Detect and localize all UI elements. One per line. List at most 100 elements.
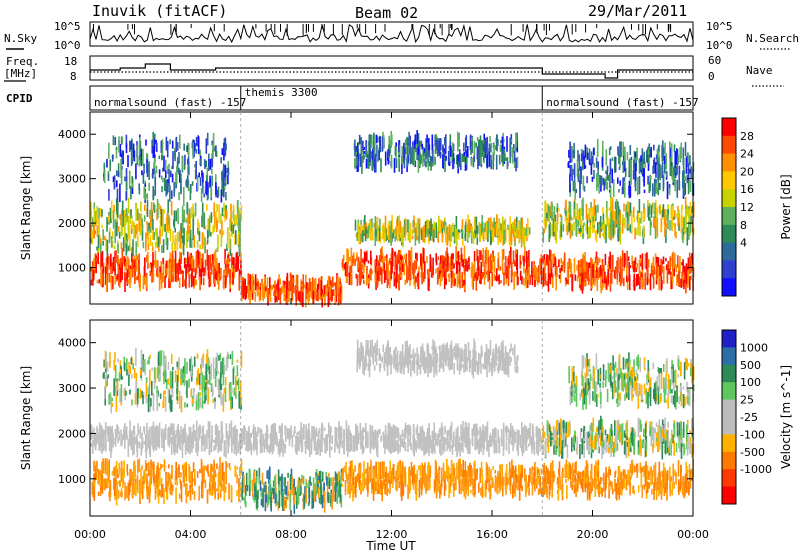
- data-point: [221, 180, 223, 196]
- data-point: [125, 212, 127, 225]
- data-point: [616, 478, 619, 486]
- data-point: [206, 239, 209, 244]
- data-point: [464, 461, 467, 475]
- data-point: [167, 472, 169, 486]
- data-point: [291, 274, 293, 292]
- data-point: [400, 233, 402, 238]
- data-point: [601, 260, 604, 274]
- data-point: [198, 251, 200, 265]
- data-point: [431, 266, 433, 274]
- data-point: [332, 276, 334, 288]
- data-point: [450, 459, 453, 478]
- data-point: [604, 474, 607, 491]
- data-point: [445, 134, 447, 151]
- data-point: [216, 426, 219, 438]
- data-point: [682, 147, 685, 165]
- data-point: [219, 274, 221, 281]
- data-point: [286, 282, 288, 299]
- data-point: [575, 480, 577, 488]
- data-point: [198, 231, 201, 242]
- data-point: [374, 274, 377, 283]
- data-point: [676, 179, 679, 198]
- data-point: [609, 185, 612, 198]
- data-point: [141, 224, 144, 241]
- data-point: [174, 234, 177, 250]
- data-point: [157, 462, 159, 480]
- data-point: [127, 197, 130, 214]
- data-point: [172, 484, 174, 491]
- data-point: [652, 183, 654, 197]
- data-point: [169, 185, 171, 202]
- data-point: [341, 483, 343, 488]
- data-point: [249, 276, 252, 290]
- data-point: [549, 249, 551, 269]
- data-point: [189, 264, 192, 271]
- data-point: [398, 158, 400, 172]
- data-point: [394, 251, 397, 268]
- data-point: [621, 484, 623, 496]
- data-point: [567, 161, 570, 169]
- data-point: [441, 233, 444, 243]
- data-point: [152, 230, 154, 240]
- data-point: [443, 437, 446, 442]
- data-point: [180, 483, 183, 502]
- data-point: [310, 282, 313, 299]
- data-point: [439, 219, 441, 234]
- data-point: [604, 271, 606, 284]
- data-point: [396, 480, 398, 492]
- data-point: [677, 154, 680, 160]
- data-point: [676, 148, 678, 165]
- data-point: [658, 483, 660, 497]
- data-point: [682, 272, 685, 281]
- data-point: [590, 257, 592, 269]
- data-point: [134, 225, 137, 239]
- data-point: [133, 483, 136, 495]
- data-point: [164, 159, 167, 171]
- data-point: [194, 143, 196, 152]
- data-point: [211, 175, 213, 187]
- data-point: [604, 253, 607, 266]
- data-point: [636, 177, 639, 196]
- data-point: [543, 228, 546, 233]
- data-point: [337, 485, 339, 498]
- data-point: [667, 261, 669, 274]
- data-point: [295, 279, 298, 286]
- data-point: [305, 432, 307, 448]
- data-point: [238, 218, 240, 231]
- data-point: [235, 263, 237, 273]
- data-point: [349, 276, 352, 285]
- data-point: [354, 139, 356, 157]
- data-point: [651, 470, 654, 485]
- data-point: [170, 266, 173, 283]
- data-point: [664, 142, 666, 154]
- data-point: [620, 484, 622, 494]
- data-point: [598, 226, 600, 233]
- data-point: [164, 183, 166, 191]
- data-point: [462, 475, 464, 492]
- data-point: [512, 483, 515, 494]
- data-point: [687, 267, 689, 272]
- data-point: [348, 256, 351, 262]
- data-point: [125, 272, 127, 282]
- data-point: [474, 469, 477, 481]
- data-point: [649, 273, 652, 291]
- data-point: [371, 478, 374, 489]
- data-point: [161, 175, 163, 180]
- data-point: [643, 207, 646, 218]
- data-point: [654, 203, 656, 218]
- data-point: [617, 228, 619, 242]
- data-point: [638, 199, 641, 213]
- data-point: [192, 223, 194, 240]
- data-point: [644, 214, 646, 221]
- data-point: [498, 218, 501, 233]
- data-point: [247, 285, 250, 298]
- data-point: [158, 155, 161, 159]
- data-point: [98, 279, 101, 284]
- data-point: [471, 268, 474, 287]
- data-point: [669, 157, 672, 176]
- data-point: [331, 435, 334, 445]
- data-point: [639, 225, 641, 237]
- data-point: [371, 135, 373, 149]
- data-point: [409, 428, 412, 447]
- data-point: [551, 476, 554, 488]
